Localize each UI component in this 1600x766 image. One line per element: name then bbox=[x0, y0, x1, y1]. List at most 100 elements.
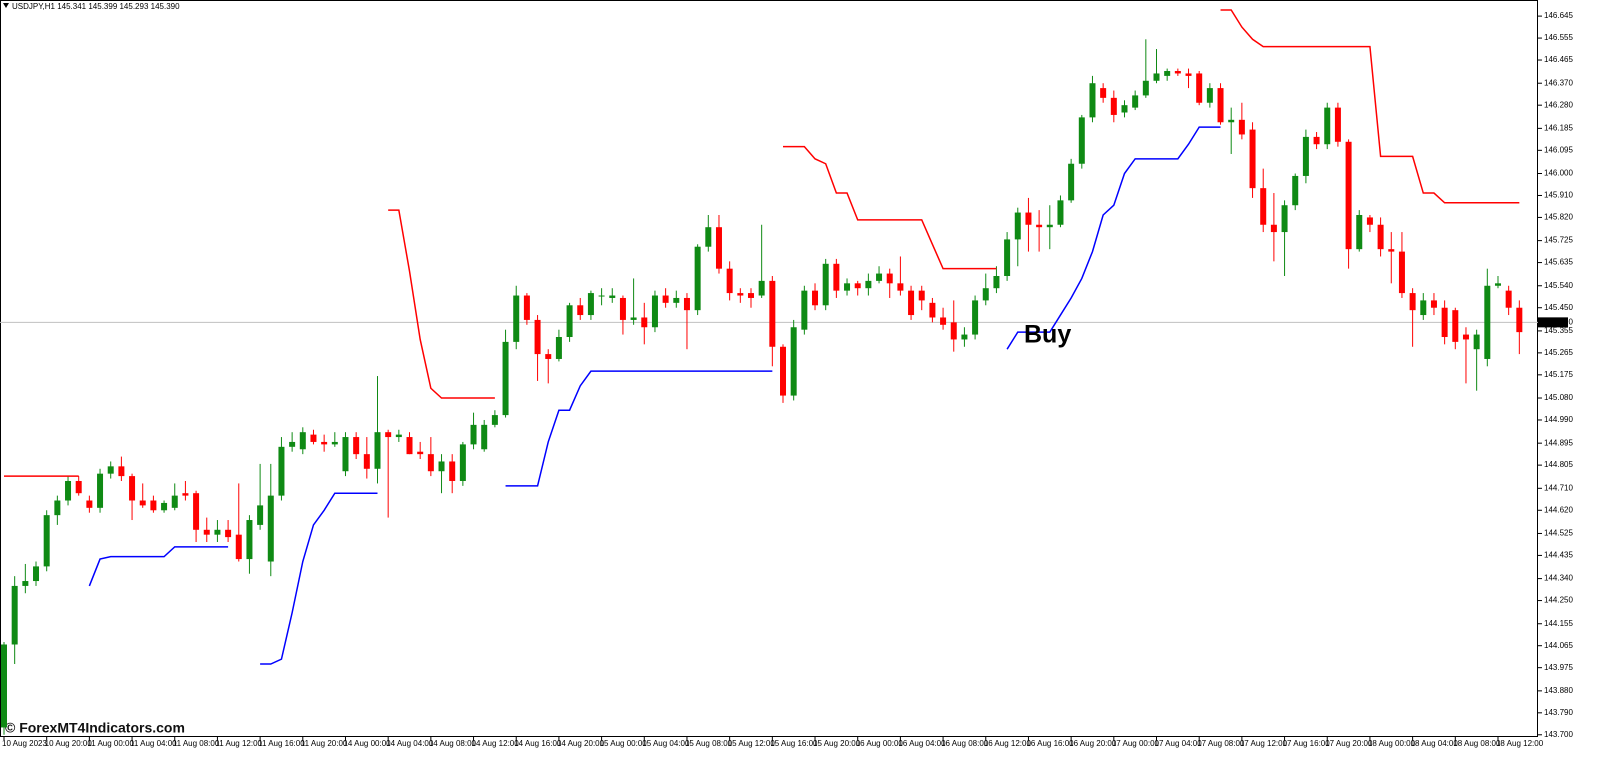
candle-body bbox=[1377, 224, 1384, 250]
candle-body bbox=[1025, 212, 1032, 225]
indicator-line bbox=[1006, 126, 1221, 350]
candle-body bbox=[609, 295, 616, 298]
candle-body bbox=[1473, 334, 1480, 350]
candle-body bbox=[886, 273, 893, 284]
x-tick-label: 11 Aug 04:00 bbox=[130, 739, 177, 748]
candle-body bbox=[182, 493, 189, 496]
candle-body bbox=[1484, 285, 1491, 359]
candle-body bbox=[203, 529, 210, 535]
y-tick-label: 143.975 bbox=[1544, 663, 1573, 672]
candle-body bbox=[257, 505, 264, 525]
indicator-line bbox=[88, 546, 229, 587]
x-tick-label: 15 Aug 08:00 bbox=[685, 739, 733, 748]
candle-body bbox=[641, 317, 648, 328]
candle-body bbox=[833, 263, 840, 291]
candle-body bbox=[982, 288, 989, 301]
candle-body bbox=[363, 454, 370, 469]
x-tick-label: 14 Aug 20:00 bbox=[557, 739, 605, 748]
candle-body bbox=[1174, 71, 1181, 74]
candle-body bbox=[11, 585, 18, 645]
candle-body bbox=[1068, 163, 1075, 201]
candle-body bbox=[299, 432, 306, 450]
candle-body bbox=[1292, 175, 1299, 206]
candle-body bbox=[470, 424, 477, 445]
y-tick-label: 144.525 bbox=[1544, 529, 1573, 538]
candle-body bbox=[587, 293, 594, 316]
x-tick-label: 16 Aug 00:00 bbox=[856, 739, 904, 748]
x-tick-label: 15 Aug 00:00 bbox=[600, 739, 648, 748]
x-tick-label: 10 Aug 20:00 bbox=[45, 739, 93, 748]
candle-body bbox=[1, 644, 7, 728]
indicator-line bbox=[783, 145, 997, 270]
candle-body bbox=[1270, 224, 1277, 233]
y-tick-label: 144.710 bbox=[1544, 483, 1573, 492]
y-tick-label: 145.725 bbox=[1544, 236, 1573, 245]
candle-body bbox=[651, 295, 658, 328]
y-tick-label: 144.620 bbox=[1544, 505, 1573, 514]
candle-body bbox=[107, 466, 114, 474]
candle-body bbox=[193, 493, 200, 530]
x-tick-label: 18 Aug 08:00 bbox=[1453, 739, 1501, 748]
candle-body bbox=[758, 280, 765, 296]
candle-body bbox=[225, 529, 232, 538]
y-tick-label: 146.185 bbox=[1544, 123, 1573, 132]
candle-body bbox=[972, 300, 979, 335]
candle-body bbox=[726, 268, 733, 294]
y-tick-label: 146.280 bbox=[1544, 100, 1573, 109]
candle-body bbox=[86, 500, 93, 508]
candle-body bbox=[918, 290, 925, 301]
candle-body bbox=[491, 415, 498, 425]
candle-body bbox=[246, 520, 253, 560]
candle-body bbox=[97, 473, 104, 508]
candle-body bbox=[662, 295, 669, 303]
watermark: © ForexMT4Indicators.com bbox=[5, 720, 185, 736]
candle-body bbox=[1505, 290, 1512, 308]
candle-body bbox=[929, 302, 936, 318]
candle-body bbox=[1324, 107, 1331, 145]
candle-body bbox=[801, 290, 808, 330]
x-tick-label: 16 Aug 20:00 bbox=[1069, 739, 1117, 748]
buy-annotation: Buy bbox=[1024, 321, 1071, 349]
candle-body bbox=[1302, 136, 1309, 176]
y-tick-label: 145.355 bbox=[1544, 326, 1573, 335]
candle-body bbox=[1121, 105, 1128, 113]
y-tick-label: 144.065 bbox=[1544, 641, 1573, 650]
candle-body bbox=[683, 297, 690, 311]
candle-body bbox=[214, 529, 221, 535]
y-tick-label: 145.175 bbox=[1544, 370, 1573, 379]
candle-body bbox=[908, 290, 915, 316]
candle-body bbox=[1089, 83, 1096, 118]
y-tick-label: 144.895 bbox=[1544, 438, 1573, 447]
candle-body bbox=[1356, 214, 1363, 250]
y-tick-label: 146.000 bbox=[1544, 169, 1573, 178]
y-tick-label: 144.435 bbox=[1544, 551, 1573, 560]
candle-body bbox=[961, 334, 968, 340]
candle-body bbox=[331, 441, 338, 445]
candle-body bbox=[619, 297, 626, 320]
candle-body bbox=[139, 500, 146, 506]
candle-body bbox=[1057, 200, 1064, 225]
candle-body bbox=[897, 283, 904, 291]
candle-body bbox=[1388, 249, 1395, 252]
plot-frame bbox=[0, 0, 1538, 737]
candle-body bbox=[705, 227, 712, 247]
y-tick-label: 144.805 bbox=[1544, 460, 1573, 469]
candle-body bbox=[278, 446, 285, 496]
x-tick-label: 17 Aug 04:00 bbox=[1155, 739, 1203, 748]
candle-body bbox=[1249, 129, 1256, 189]
candle-body bbox=[780, 346, 787, 396]
indicator-line bbox=[1220, 9, 1520, 204]
candle-body bbox=[310, 434, 317, 442]
candle-body bbox=[555, 337, 562, 359]
current-price-label: 145.390 bbox=[1544, 317, 1573, 326]
candle-body bbox=[523, 295, 530, 320]
candle-body bbox=[1153, 73, 1160, 81]
candle-body bbox=[33, 566, 40, 582]
x-tick-label: 16 Aug 12:00 bbox=[984, 739, 1032, 748]
x-tick-label: 17 Aug 16:00 bbox=[1283, 739, 1331, 748]
candle-body bbox=[747, 293, 754, 298]
x-tick-label: 17 Aug 20:00 bbox=[1325, 739, 1373, 748]
candle-body bbox=[630, 317, 637, 320]
